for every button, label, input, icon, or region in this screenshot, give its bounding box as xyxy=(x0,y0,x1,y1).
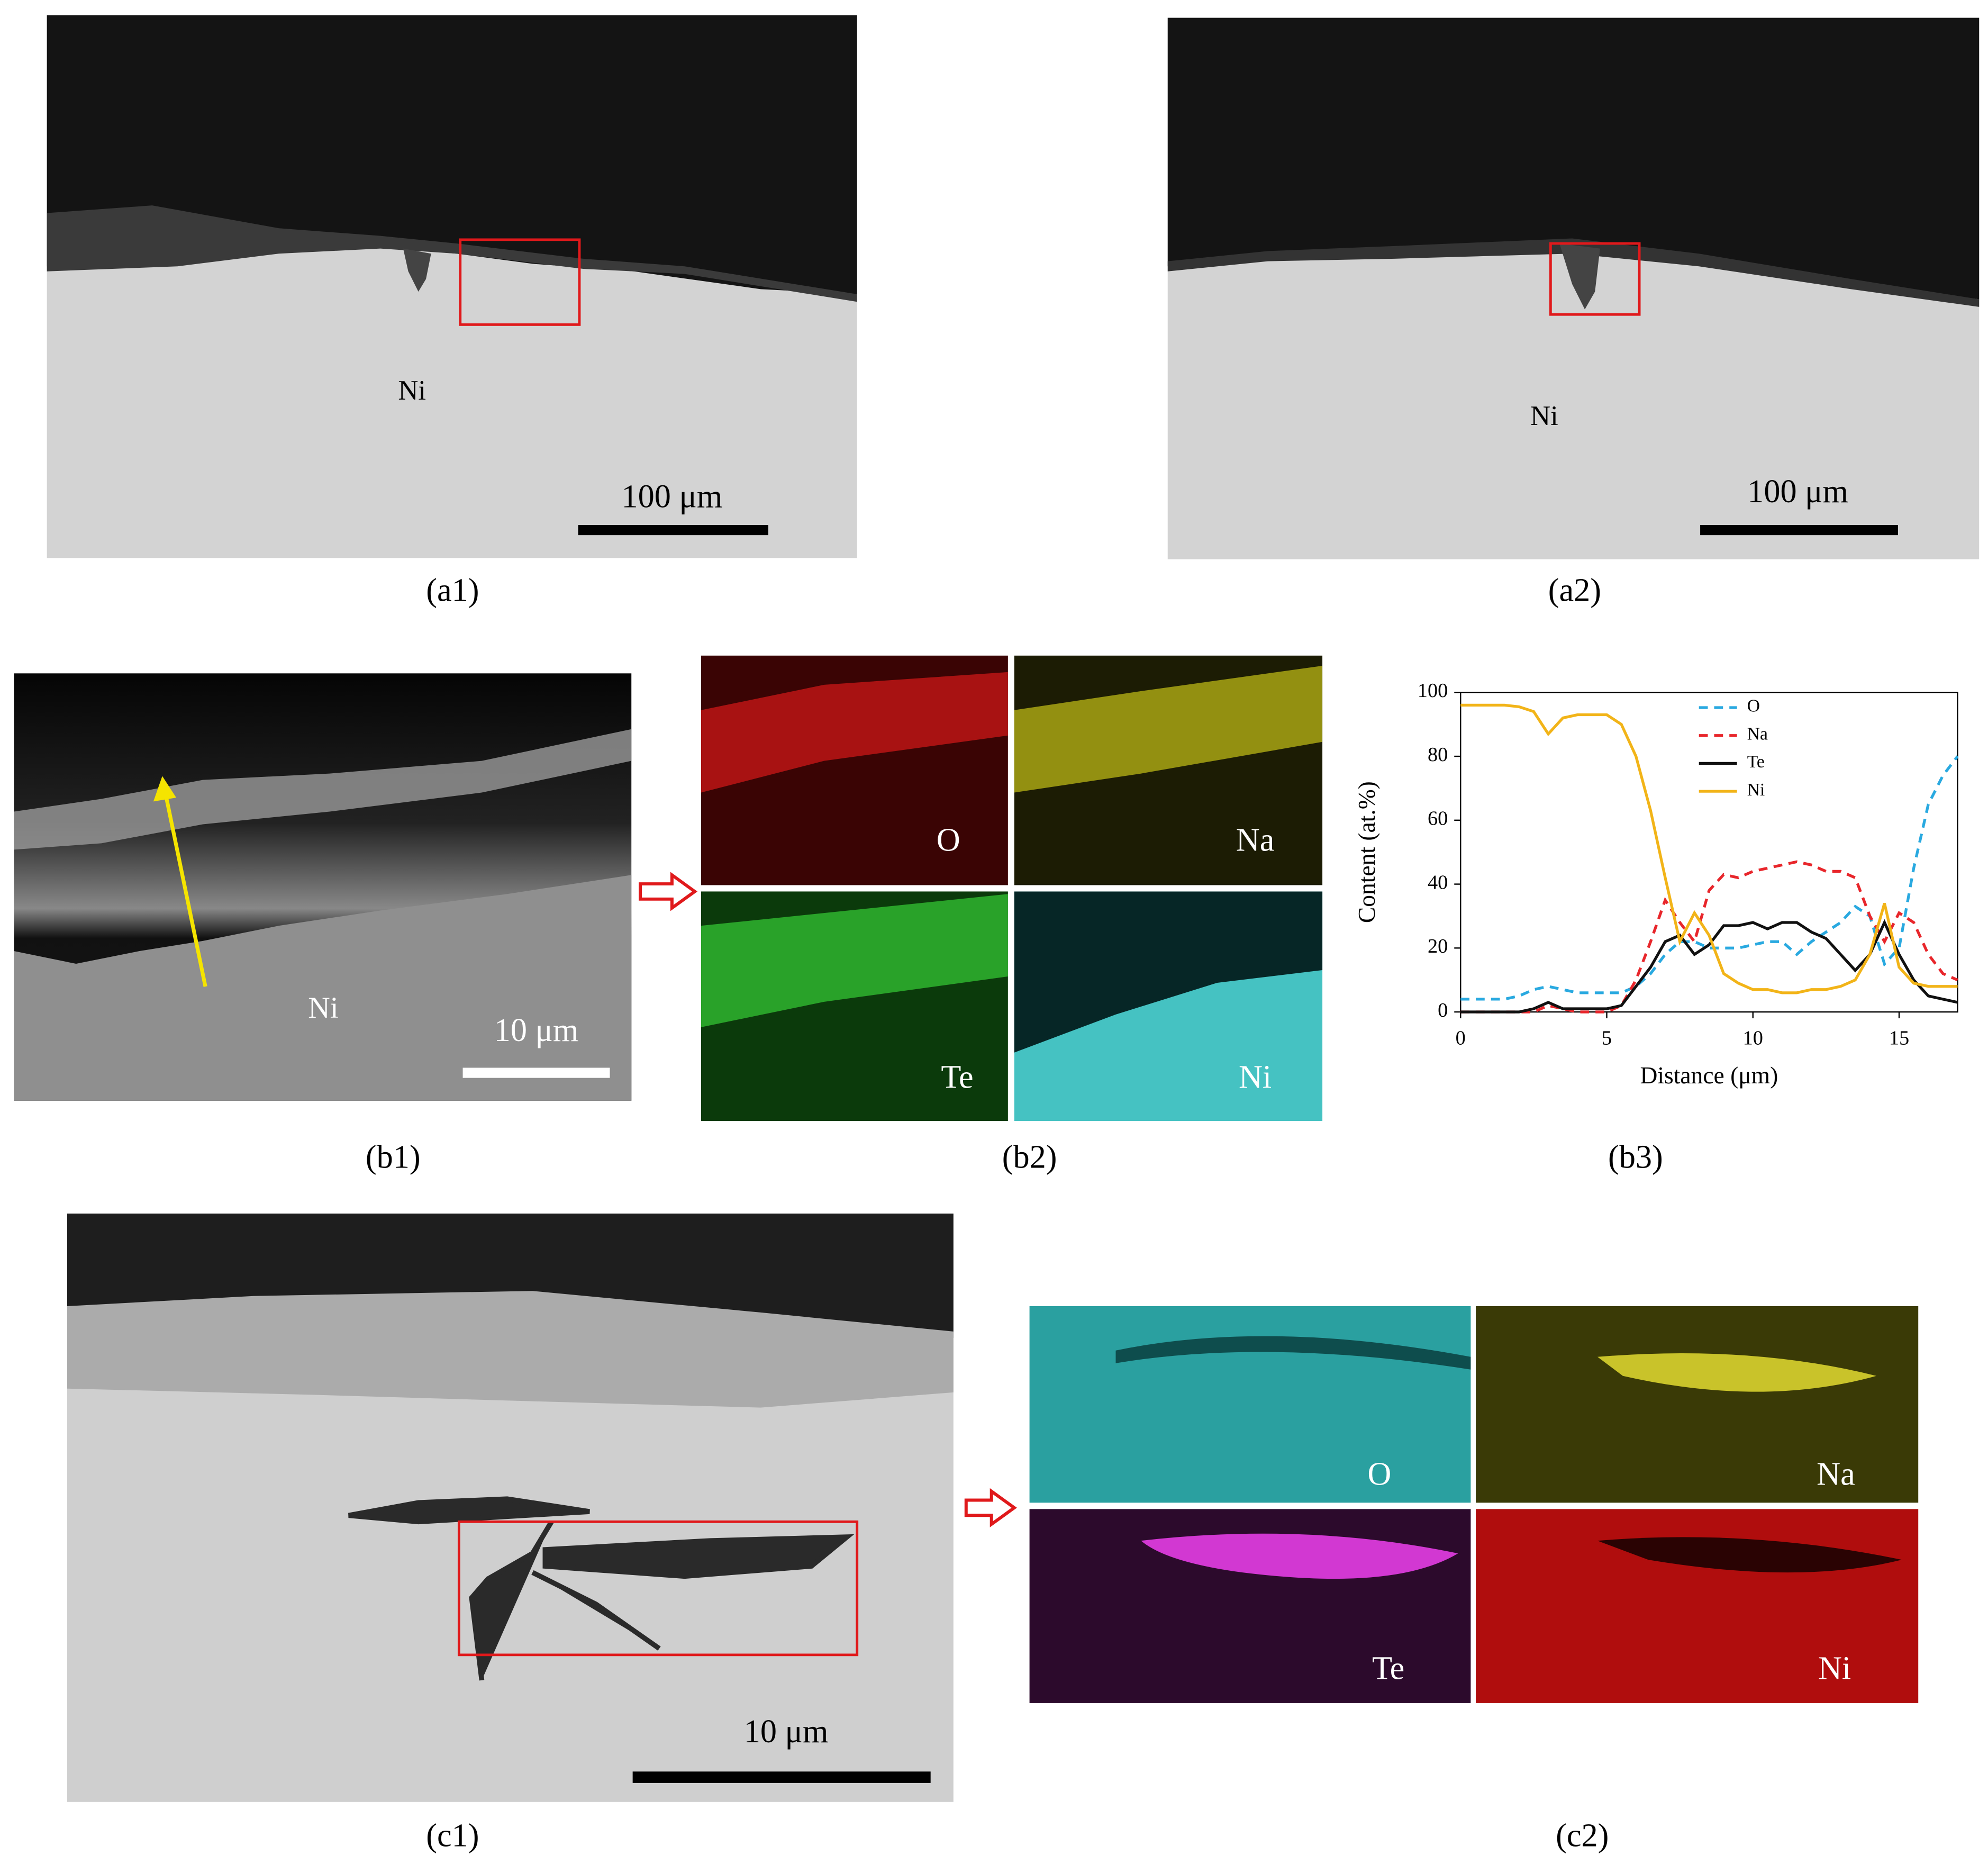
scale-bar-label: 10 μm xyxy=(744,1713,829,1750)
scale-bar-label: 10 μm xyxy=(494,1012,579,1048)
panel-label: (a1) xyxy=(426,572,479,609)
map-label: O xyxy=(937,822,960,858)
map-signal xyxy=(701,672,1008,793)
substrate xyxy=(14,875,632,1101)
panel-label: (b2) xyxy=(1002,1139,1057,1175)
micrograph-dark xyxy=(67,1214,954,1338)
y-tick-label: 0 xyxy=(1438,999,1448,1021)
defect xyxy=(1559,243,1600,310)
highlight-box xyxy=(1549,242,1641,316)
legend-label: Na xyxy=(1747,724,1768,744)
scan-line xyxy=(164,796,207,987)
scale-bar-label: 100 μm xyxy=(1747,473,1848,510)
scale-bar xyxy=(1700,524,1898,536)
panel-c2: O Na Te Ni (c2) xyxy=(1029,1306,1919,1854)
panel-b3: (b3) 0 20 40 60 80 100 0 5 10 15 Distance (μm) Cont… xyxy=(1353,680,1959,1175)
panel-label: (b3) xyxy=(1608,1139,1663,1175)
map-label: Na xyxy=(1236,822,1275,858)
data-line xyxy=(1460,860,1958,1014)
oxide-layer xyxy=(47,205,857,302)
panel-label: (a2) xyxy=(1548,572,1601,609)
scale-bar-label: 100 μm xyxy=(621,478,722,514)
panel-b1: 10 μm Ni (b1) xyxy=(14,673,632,1175)
map-signal xyxy=(1115,1336,1471,1370)
x-axis-title: Distance (μm) xyxy=(1640,1062,1778,1089)
scale-bar xyxy=(462,1067,610,1078)
map-label: Te xyxy=(1372,1650,1404,1686)
panel-c1: 10 μm (c1) xyxy=(67,1214,954,1854)
oxide-layer xyxy=(14,729,632,850)
y-tick-label: 60 xyxy=(1428,808,1448,830)
map-signal xyxy=(1014,891,1323,1053)
map-signal xyxy=(1014,665,1323,793)
defect xyxy=(403,248,431,292)
x-tick-label: 5 xyxy=(1602,1027,1612,1049)
scale-bar xyxy=(632,1771,931,1783)
y-tick-label: 100 xyxy=(1418,680,1448,702)
panel-b2: O Na Te Ni (b2) xyxy=(701,655,1323,1175)
map-tile xyxy=(1029,1306,1471,1503)
y-axis-title: Content (at.%) xyxy=(1353,781,1380,923)
oxide-layer xyxy=(1167,238,1980,307)
map-label: Ni xyxy=(1818,1650,1851,1686)
map-tile xyxy=(1475,1306,1919,1503)
material-label: Ni xyxy=(308,991,339,1025)
map-label: Ni xyxy=(1239,1059,1272,1096)
crack xyxy=(348,1496,855,1681)
oxide-layer xyxy=(67,1291,954,1408)
map-signal xyxy=(701,894,1008,1027)
x-tick-label: 0 xyxy=(1456,1027,1466,1049)
arrow xyxy=(639,872,698,911)
scan-arrowhead xyxy=(153,776,177,802)
panel-label: (c2) xyxy=(1556,1817,1609,1854)
legend-label: O xyxy=(1747,696,1760,716)
panel-a2: 100 μm Ni (a2) xyxy=(1167,17,1980,609)
arrow xyxy=(964,1488,1017,1527)
map-label: O xyxy=(1367,1456,1391,1492)
y-tick-label: 80 xyxy=(1428,744,1448,766)
x-tick-label: 10 xyxy=(1743,1027,1763,1049)
micrograph-dark xyxy=(1167,17,1980,300)
highlight-box xyxy=(459,238,581,326)
material-label: Ni xyxy=(398,375,426,406)
legend-label: Te xyxy=(1747,752,1765,772)
data-line xyxy=(1460,755,1959,1001)
panel-label: (b1) xyxy=(366,1139,421,1175)
map-label: Te xyxy=(941,1059,973,1096)
data-line xyxy=(1460,919,1958,1014)
map-label: Na xyxy=(1817,1456,1855,1492)
material-label: Ni xyxy=(1530,401,1558,431)
map-signal xyxy=(1597,1353,1877,1392)
y-tick-label: 20 xyxy=(1428,935,1448,957)
map-signal xyxy=(1597,1537,1902,1573)
highlight-box xyxy=(457,1520,859,1657)
panel-label: (c1) xyxy=(426,1817,479,1854)
map-signal xyxy=(1141,1533,1458,1579)
y-tick-label: 40 xyxy=(1428,871,1448,893)
plot-frame xyxy=(1460,692,1958,1013)
x-tick-label: 15 xyxy=(1889,1027,1909,1049)
panel-a1: 100 μm Ni (a1) xyxy=(47,15,857,609)
data-line xyxy=(1460,703,1958,994)
legend-label: Ni xyxy=(1747,780,1765,800)
scale-bar xyxy=(578,524,769,536)
